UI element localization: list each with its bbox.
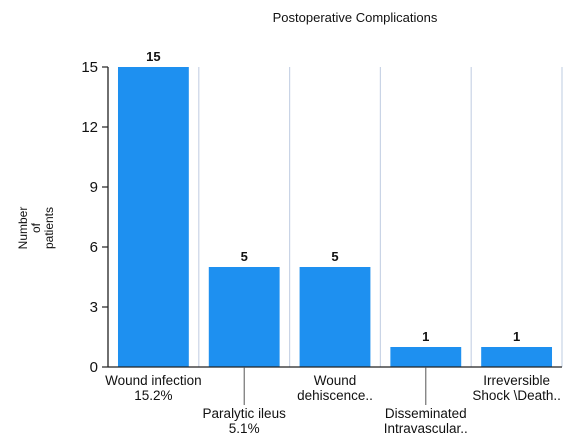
y-tick-label: 0	[90, 359, 98, 376]
data-label: 1	[422, 329, 429, 344]
category-label: Paralytic ileus 5.1%	[203, 406, 287, 436]
data-label: 15	[146, 49, 160, 64]
category-label: Wound infection 15.2%	[105, 373, 202, 403]
bar	[117, 67, 189, 367]
y-axis-label: Numberofpatients	[16, 207, 56, 250]
data-labels: 15 5 5 1 1	[146, 49, 520, 344]
data-label: 1	[513, 329, 520, 344]
category-labels: Wound infection 15.2%Paralytic ileus 5.1% W…	[105, 367, 561, 436]
bar	[481, 347, 553, 367]
data-label: 5	[331, 249, 338, 264]
bars	[117, 67, 553, 367]
bar	[390, 347, 462, 367]
y-tick-label: 6	[90, 239, 98, 256]
category-label: Disseminated Intravascular..	[384, 406, 468, 436]
bar	[208, 267, 280, 367]
y-tick-label: 15	[81, 59, 98, 76]
category-label: Irreversible Shock \Death..	[472, 373, 561, 403]
y-axis-title: Numberofpatients	[16, 207, 56, 250]
axes	[107, 67, 562, 368]
y-tick-label: 12	[81, 119, 98, 136]
data-label: 5	[241, 249, 248, 264]
bar	[299, 267, 371, 367]
chart-title: Postoperative Complications	[273, 10, 438, 25]
category-label: Wound dehiscence..	[297, 373, 373, 403]
y-tick-label: 9	[90, 179, 98, 196]
y-tick-label: 3	[90, 299, 98, 316]
grid-lines	[198, 67, 563, 367]
y-tick-labels: 0 3 6 9 12 15	[81, 59, 108, 376]
